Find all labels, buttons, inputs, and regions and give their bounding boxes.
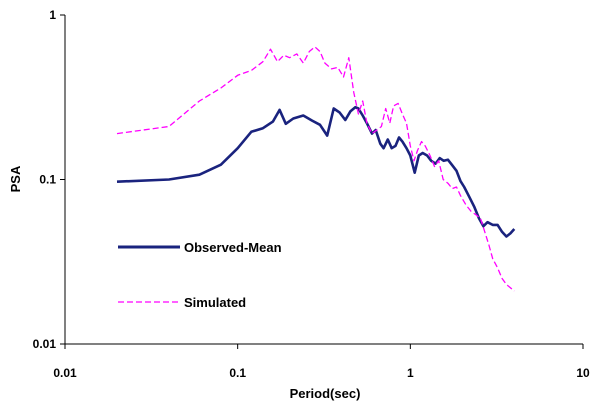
- legend: Observed-Mean Simulated: [118, 240, 282, 310]
- y-axis-label: PSA: [8, 165, 23, 192]
- y-tick-label: 0.01: [33, 337, 57, 351]
- legend-label-observed-mean: Observed-Mean: [184, 240, 282, 255]
- x-tick-label: 10: [576, 366, 590, 380]
- legend-label-simulated: Simulated: [184, 295, 246, 310]
- y-tick-label: 1: [49, 8, 56, 22]
- series-line-simulated: [116, 46, 515, 292]
- axes: 0.01 0.1 1 10 0.01 0.1 1: [33, 8, 590, 380]
- x-tick-label: 0.01: [53, 366, 77, 380]
- series-line-observed-mean: [116, 105, 516, 238]
- x-tick-label: 0.1: [229, 366, 246, 380]
- series-layer: [116, 46, 516, 292]
- x-tick-label: 1: [407, 366, 414, 380]
- x-axis-label: Period(sec): [290, 386, 361, 401]
- y-tick-label: 0.1: [39, 173, 56, 187]
